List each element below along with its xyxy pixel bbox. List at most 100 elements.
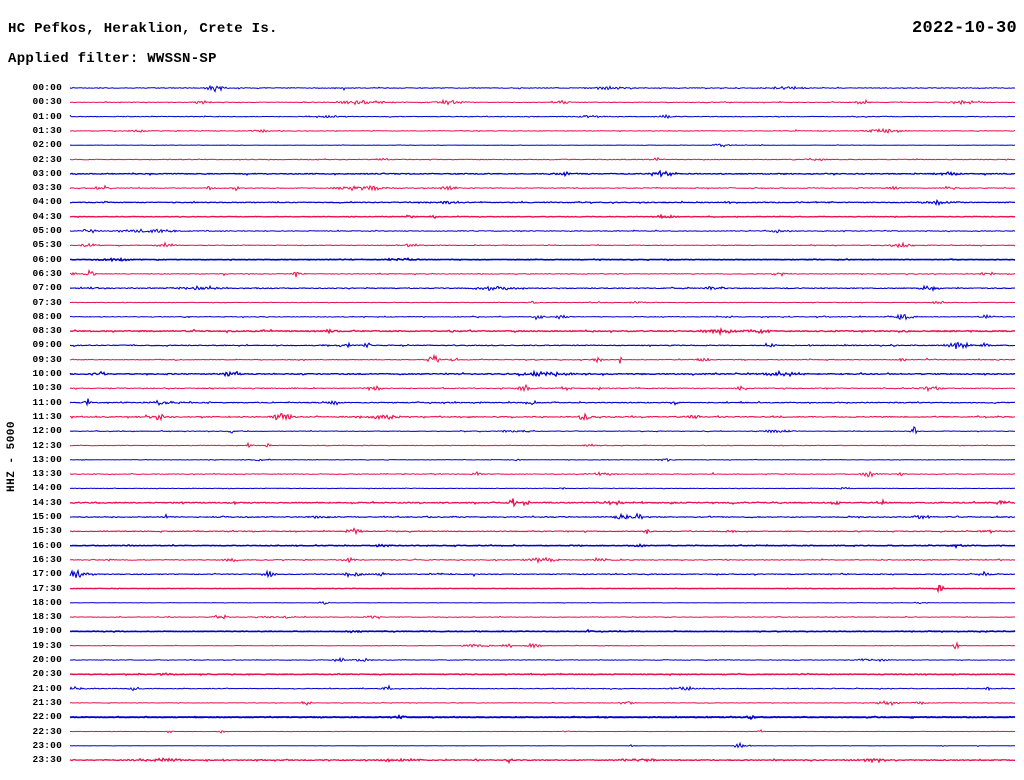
trace-row-1600	[69, 543, 1016, 549]
trace-row-0000	[69, 84, 1016, 93]
time-label-0900: 09:00	[32, 339, 62, 351]
time-label-1100: 11:00	[32, 396, 62, 408]
trace-row-1830	[69, 614, 1016, 620]
trace-row-2330	[69, 757, 1015, 765]
trace-row-1030	[69, 383, 1016, 393]
trace-row-0730	[70, 300, 1016, 305]
time-label-0630: 06:30	[32, 267, 62, 279]
trace-row-1300	[69, 458, 1016, 462]
trace-row-0030	[70, 98, 1016, 106]
trace-row-1230	[69, 441, 1016, 449]
trace-row-2300	[69, 741, 1016, 749]
time-label-2200: 22:00	[32, 711, 62, 723]
time-label-2030: 20:30	[32, 668, 62, 680]
trace-row-0930	[69, 353, 1016, 364]
time-label-1830: 18:30	[32, 611, 62, 623]
trace-row-1800	[70, 600, 1016, 605]
time-label-0300: 03:00	[32, 167, 62, 179]
time-label-2100: 21:00	[32, 682, 62, 694]
trace-row-0430	[69, 213, 1016, 220]
trace-row-1530	[69, 527, 1016, 536]
trace-row-0600	[69, 257, 1015, 263]
time-label-0600: 06:00	[32, 253, 62, 265]
time-label-2300: 23:00	[32, 739, 62, 751]
time-label-1900: 19:00	[32, 625, 62, 637]
trace-row-1630	[69, 556, 1016, 565]
trace-row-0530	[69, 241, 1016, 249]
time-label-2330: 23:30	[32, 754, 62, 766]
trace-row-2000	[70, 656, 1016, 663]
time-label-0130: 01:30	[32, 124, 62, 136]
time-label-1530: 15:30	[32, 525, 62, 537]
trace-row-0130	[70, 127, 1016, 134]
trace-row-1000	[69, 369, 1016, 378]
trace-row-1500	[70, 512, 1016, 520]
time-label-1630: 16:30	[32, 553, 62, 565]
trace-row-1900	[70, 628, 1016, 634]
trace-row-0200	[69, 143, 1016, 148]
trace-row-1930	[69, 640, 1016, 650]
time-label-0530: 05:30	[32, 239, 62, 251]
time-label-1200: 12:00	[32, 425, 62, 437]
time-label-1330: 13:30	[32, 468, 62, 480]
time-label-1730: 17:30	[32, 582, 62, 594]
trace-row-2030	[69, 672, 1016, 677]
time-label-1400: 14:00	[32, 482, 62, 494]
time-label-0200: 02:00	[32, 139, 62, 151]
trace-row-0700	[69, 284, 1016, 293]
trace-row-1100	[69, 398, 1016, 407]
trace-row-2200	[69, 714, 1016, 721]
trace-row-1430	[69, 498, 1016, 508]
time-label-1930: 19:30	[32, 639, 62, 651]
trace-row-2100	[69, 684, 1016, 692]
trace-row-1330	[70, 470, 1015, 478]
time-label-1030: 10:30	[32, 382, 62, 394]
trace-row-1130	[69, 412, 1016, 422]
trace-row-1200	[69, 426, 1015, 435]
trace-row-0400	[69, 199, 1016, 207]
time-label-0800: 08:00	[32, 310, 62, 322]
time-label-0830: 08:30	[32, 325, 62, 337]
time-label-1130: 11:30	[32, 410, 62, 422]
time-label-2000: 20:00	[32, 654, 62, 665]
trace-row-2230	[70, 729, 1016, 734]
time-label-1800: 18:00	[32, 596, 62, 608]
time-label-0730: 07:30	[32, 296, 62, 308]
time-label-1700: 17:00	[32, 568, 62, 580]
record-date: 2022-10-30	[911, 19, 1017, 38]
time-label-1230: 12:30	[32, 439, 62, 451]
time-label-1500: 15:00	[32, 511, 62, 522]
trace-row-1400	[69, 486, 1015, 490]
trace-row-1700	[69, 568, 1016, 579]
trace-row-0300	[69, 169, 1016, 178]
time-label-0500: 05:00	[32, 225, 62, 236]
time-label-2230: 22:30	[32, 725, 62, 737]
time-label-2130: 21:30	[32, 696, 62, 708]
time-label-0930: 09:30	[32, 353, 62, 365]
time-label-0430: 04:30	[32, 210, 62, 222]
trace-row-0100	[69, 113, 1016, 119]
time-label-0700: 07:00	[32, 282, 62, 294]
trace-row-0230	[69, 156, 1016, 162]
time-label-0230: 02:30	[32, 153, 62, 165]
time-label-0330: 03:30	[32, 182, 62, 194]
trace-row-0330	[69, 184, 1016, 192]
trace-row-0830	[69, 327, 1016, 337]
time-label-0100: 01:00	[32, 110, 62, 122]
trace-row-0800	[70, 313, 1016, 321]
trace-row-0500	[69, 228, 1016, 234]
station-title: HC Pefkos, Heraklion, Crete Is.	[8, 21, 278, 37]
time-label-1300: 13:00	[32, 453, 62, 465]
trace-row-0900	[69, 341, 1015, 350]
time-label-0030: 00:30	[32, 96, 62, 108]
trace-row-0630	[69, 268, 1016, 278]
time-label-0400: 04:00	[32, 196, 62, 208]
time-label-1600: 16:00	[32, 539, 62, 551]
trace-row-1730	[69, 584, 1016, 594]
time-label-0000: 00:00	[32, 82, 62, 93]
trace-row-2130	[69, 700, 1015, 707]
time-label-1000: 10:00	[32, 368, 62, 379]
filter-label: Applied filter: WWSSN-SP	[8, 51, 217, 67]
